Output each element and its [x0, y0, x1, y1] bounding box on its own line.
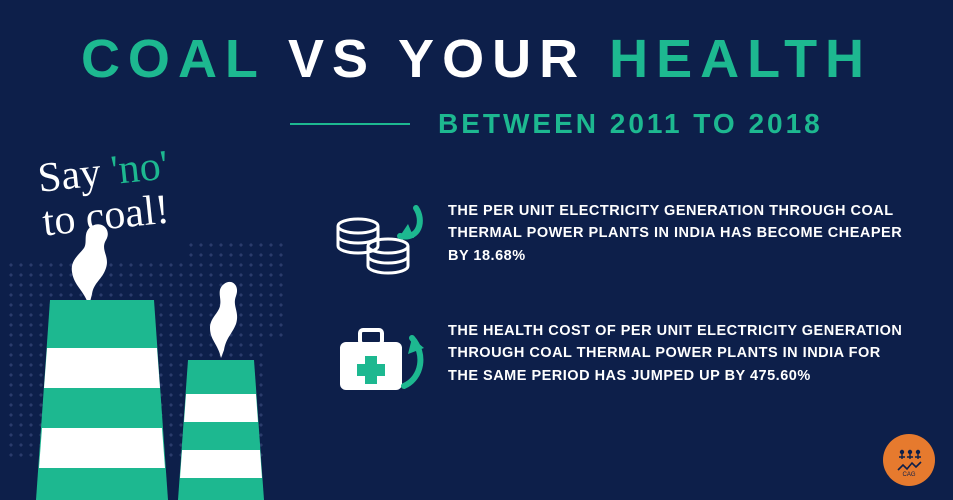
- cooling-tower-icon: [32, 300, 172, 500]
- subtitle-row: BETWEEN 2011 TO 2018: [0, 108, 953, 140]
- divider-line: [290, 123, 410, 125]
- title-your: YOUR: [398, 29, 586, 89]
- cag-logo: CAG: [883, 434, 935, 486]
- facts-column: THE PER UNIT ELECTRICITY GENERATION THRO…: [330, 200, 910, 440]
- medkit-arrow-icon: [330, 320, 430, 400]
- title-health: HEALTH: [609, 29, 872, 89]
- main-title: COAL VS YOUR HEALTH: [0, 0, 953, 90]
- cag-text: CAG: [902, 472, 915, 477]
- title-coal: COAL: [81, 29, 265, 89]
- subtitle: BETWEEN 2011 TO 2018: [438, 108, 823, 140]
- fact-text: THE HEALTH COST OF PER UNIT ELECTRICITY …: [448, 320, 910, 387]
- fact-item: THE PER UNIT ELECTRICITY GENERATION THRO…: [330, 200, 910, 280]
- fact-item: THE HEALTH COST OF PER UNIT ELECTRICITY …: [330, 320, 910, 400]
- title-vs: VS: [288, 29, 376, 89]
- fact-text: THE PER UNIT ELECTRICITY GENERATION THRO…: [448, 200, 910, 267]
- cooling-tower-icon: [176, 360, 266, 500]
- smoke-icon: [186, 278, 256, 365]
- coins-arrow-icon: [330, 200, 430, 280]
